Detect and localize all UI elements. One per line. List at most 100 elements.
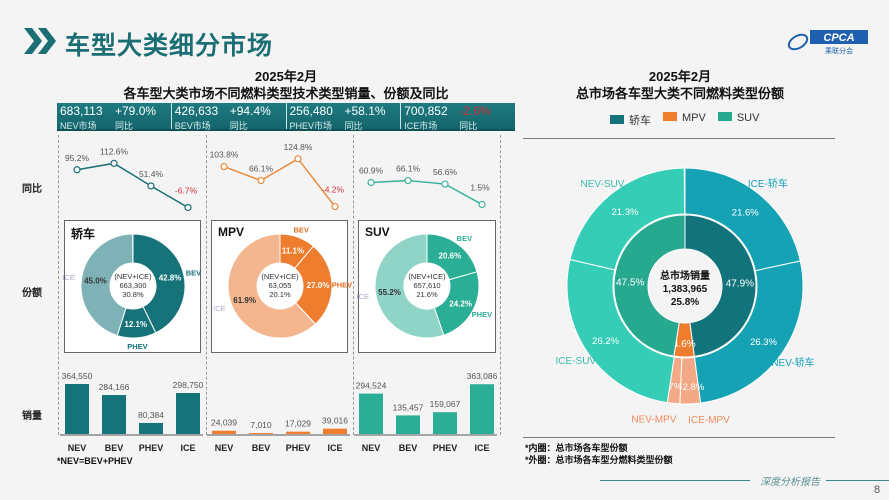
category-label: ICE [474,443,489,453]
divider [500,135,501,435]
center-label: 总市场销量 [660,269,710,282]
share-pct: 45.0% [84,276,107,285]
kpi-yoy: +94.4% [229,104,271,118]
share-pct: 55.2% [378,288,401,297]
sales-value: 294,524 [356,381,387,391]
kpi-label: PHEV市场 [289,121,333,131]
kpi-phev: 256,480 PHEV市场 +58.1% 同比 [287,103,402,131]
share-slice [374,233,445,339]
sales-value: 298,750 [173,380,204,390]
kpi-nev: 683,113 NEV市场 +79.0% 同比 [57,103,172,131]
donut-center-text: 663,300 [119,281,146,290]
share-slice [132,233,186,334]
share-pct: 27.0% [307,281,330,290]
yoy-label: 95.2% [65,153,90,163]
share-pct: 61.9% [233,296,256,305]
sales-bar [433,412,457,434]
share-category: ICE [62,273,75,282]
footer-text: 深度分析报告 [760,477,820,488]
kpi-value: 256,480 [289,104,333,118]
donut-center-text: (NEV+ICE) [114,272,152,281]
yoy-point [257,176,265,185]
kpi-yoy: +58.1% [344,104,386,118]
kpi-yoy-label: 同比 [229,121,248,131]
donut-center-text: (NEV+ICE) [261,272,299,281]
yoy-label: 112.6% [100,146,129,156]
row-label-yoy: 同比 [22,184,42,195]
category-label: ICE [180,443,195,453]
yoy-point [331,202,339,211]
kpi-yoy: -2.6% [459,104,491,118]
share-slice [227,233,317,339]
left-title: 各车型大类市场不同燃料类型技术类型销量、份额及同比 [123,86,449,101]
donut-center-text: 30.8% [122,290,144,299]
yoy-point [404,176,412,185]
yoy-point [184,203,192,212]
left-period: 2025年2月 [254,69,318,84]
outer-category: ICE-SUV [556,356,597,367]
sales-value: 7,010 [250,420,272,430]
share-category: ICE [213,304,226,313]
sales-bar [212,430,236,434]
yoy-point [147,182,155,190]
sales-value: 159,067 [430,399,461,409]
cpca-logo: CPCA 乘联分会 [786,28,870,56]
yoy-label: 56.6% [433,167,458,177]
kpi-label: ICE市场 [404,121,438,131]
kpi-value: 700,852 [404,104,448,118]
sales-value: 364,550 [62,371,93,381]
page-number: 8 [874,484,881,496]
sales-bar [249,433,273,434]
center-pct: 25.8% [671,297,699,308]
yoy-label: 60.9% [359,165,384,175]
outer-pct: 21.6% [732,207,759,218]
share-slice [80,233,134,337]
box-title: MPV [218,225,245,239]
outer-category: ICE-MPV [688,415,730,426]
share-category: ICE [357,292,370,301]
inner-pct: 4.6% [673,339,696,350]
sales-bar [359,393,383,434]
share-category: BEV [293,226,308,235]
sales-bar [470,384,494,434]
yoy-label: 1.5% [470,182,490,192]
kpi-label: NEV市场 [60,121,97,131]
yoy-point [367,178,375,187]
note-outer: *外圈：总市场各车型分燃料类型份额 [525,455,673,465]
share-category: PHEV [127,342,147,351]
note-inner: *内圈：总市场各车型份额 [525,443,628,453]
outer-category: NEV-SUV [581,179,625,190]
yoy-label: 66.1% [249,164,274,174]
footnote: *NEV=BEV+PHEV [57,456,133,466]
kpi-ice: 700,852 ICE市场 -2.6% 同比 [401,103,515,131]
outer-pct: 21.3% [612,207,639,218]
legend-item: SUV [717,112,759,128]
kpi-yoy: +79.0% [115,104,157,118]
share-category: BEV [457,234,472,243]
sales-value: 80,384 [138,410,164,420]
sales-bar [102,395,126,434]
page-title: 车型大类细分市场 [65,32,274,60]
category-label: PHEV [139,443,164,453]
kpi-value: 426,633 [174,104,219,118]
kpi-label: BEV市场 [174,121,211,131]
share-category: PHEV [332,280,352,289]
donut-center-text: (NEV+ICE) [408,272,446,281]
donut-center-text: 21.6% [416,290,438,299]
footer-line [826,480,889,481]
right-chart-heading: 2025年2月 总市场各车型大类不同燃料类型份额 [525,68,835,102]
yoy-label: 103.8% [210,150,239,160]
yoy-line [223,157,336,208]
sales-value: 39,016 [322,416,348,426]
sales-bar [139,422,163,434]
yoy-line [76,162,189,209]
outer-slice [693,260,804,404]
inner-pct: 47.9% [726,278,754,289]
divider [206,135,207,435]
outer-category: NEV-轿车 [771,356,814,369]
kpi-bev: 426,633 BEV市场 +94.4% 同比 [172,103,287,131]
outer-slice [566,258,675,404]
sales-bar [286,431,310,434]
category-label: NEV [215,443,234,453]
center-value: 1,383,965 [663,284,708,295]
